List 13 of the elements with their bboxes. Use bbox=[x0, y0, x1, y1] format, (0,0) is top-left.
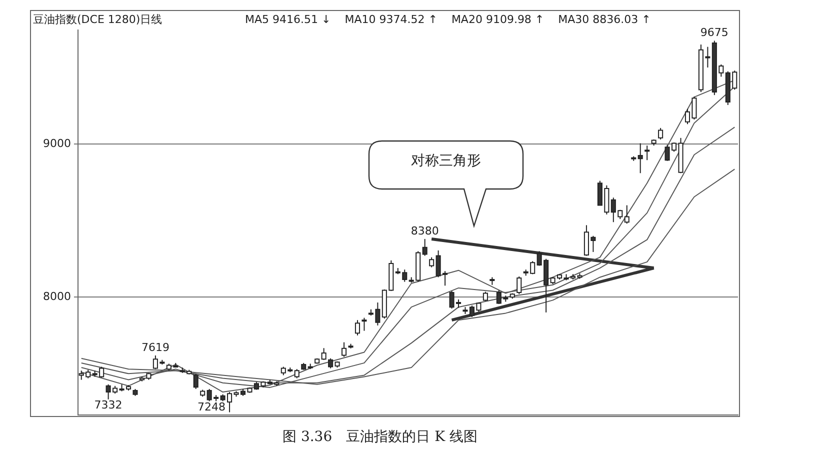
annotation: 对称三角形 bbox=[410, 152, 482, 170]
annotation: 7332 bbox=[94, 398, 122, 412]
y-tick-label: 9000 bbox=[43, 136, 71, 150]
chart-title: 豆油指数(DCE 1280)日线 bbox=[33, 12, 162, 27]
text: MA20 9109.98 ↑ bbox=[451, 13, 544, 26]
annotation: 7248 bbox=[198, 400, 226, 414]
annotation: 7619 bbox=[141, 340, 170, 354]
text: MA5 9416.51 ↓ bbox=[245, 13, 331, 26]
y-tick-label: 8000 bbox=[43, 290, 71, 303]
text: MA30 8836.03 ↑ bbox=[558, 13, 651, 26]
text: MA10 9374.52 ↑ bbox=[344, 13, 438, 26]
annotation: 9675 bbox=[700, 26, 728, 40]
caption: 图 3.36 豆油指数的日 K 线图 bbox=[282, 428, 478, 446]
